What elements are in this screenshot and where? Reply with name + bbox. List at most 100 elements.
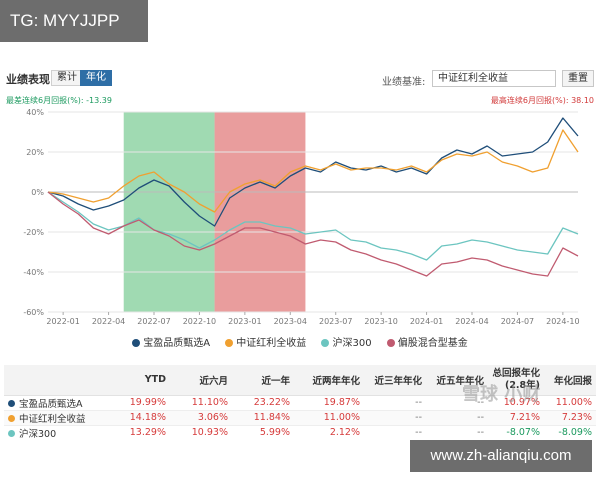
benchmark-label: 业绩基准:: [382, 77, 426, 88]
benchmark-select[interactable]: 中证红利全收益: [432, 70, 556, 87]
table-header-row: YTD 近六月 近一年 近两年年化 近三年年化 近五年年化 总回报年化 (2.8…: [4, 365, 596, 396]
cell-text: 宝盈品质甄选A: [19, 398, 83, 410]
site-watermark-badge: www.zh-alianqiu.com: [410, 440, 592, 472]
value-cell: 19.99%: [108, 395, 170, 411]
legend-item-hs300[interactable]: 沪深300: [321, 334, 372, 349]
performance-panel: 业绩表现 累计 年化 业绩基准: 中证红利全收益 重置 最差连续6月回报(%):…: [0, 62, 600, 471]
tab-annualized[interactable]: 年化: [80, 70, 112, 86]
cell-text: 2.12%: [329, 427, 360, 438]
x-tick-label: 2022-01: [46, 317, 79, 326]
value-cell: 10.97%: [488, 395, 544, 411]
series-color-dot: [8, 429, 15, 437]
row-label-cell: 中证红利全收益: [4, 410, 108, 426]
series-color-dot: [8, 414, 15, 422]
tab-cumulative[interactable]: 累计: [51, 70, 83, 86]
cell-text: 19.99%: [129, 397, 166, 408]
x-tick-label: 2023-07: [319, 317, 352, 326]
table-row[interactable]: 沪深300 13.29% 10.93% 5.99% 2.12% -- -- -8.07% -8.…: [4, 425, 596, 441]
cell-text: 11.00%: [555, 397, 592, 408]
cell-text: --: [415, 397, 422, 408]
legend-label: 偏股混合型基金: [397, 338, 468, 349]
cell-text: 3.06%: [197, 412, 228, 423]
cell-text: -8.07%: [506, 427, 540, 438]
column-header: 近三年年化: [364, 365, 426, 396]
cell-text: 19.87%: [323, 397, 360, 408]
series-line-fund: [47, 117, 579, 227]
x-tick-label: 2024-10: [546, 317, 579, 326]
cell-text: 23.22%: [253, 397, 290, 408]
value-cell: 11.84%: [232, 410, 294, 426]
legend-item-benchmark[interactable]: 中证红利全收益: [225, 334, 306, 349]
value-cell: -8.09%: [544, 425, 596, 441]
row-label-cell: 沪深300: [4, 425, 108, 441]
value-cell: 2.12%: [294, 425, 364, 441]
legend-label: 中证红利全收益: [236, 338, 307, 349]
value-cell: 11.10%: [170, 395, 232, 411]
cell-text: --: [415, 412, 422, 423]
performance-chart[interactable]: 40% 20% 0% -20% -40% -60%2022-01 2022-04 2022-0…: [0, 106, 600, 326]
shaded-range-red: [214, 112, 306, 312]
cell-text: 中证红利全收益: [19, 413, 86, 425]
column-header: 近一年: [232, 365, 294, 396]
cell-text: --: [415, 427, 422, 438]
y-tick-label: 20%: [26, 148, 44, 157]
value-cell: 23.22%: [232, 395, 294, 411]
cell-text: 沪深300: [19, 428, 57, 440]
x-tick-label: 2023-10: [364, 317, 397, 326]
cell-text: 10.93%: [191, 427, 228, 438]
y-tick-label: -40%: [23, 268, 44, 277]
value-cell: --: [364, 425, 426, 441]
x-tick-label: 2023-04: [274, 317, 307, 326]
value-cell: 11.00%: [294, 410, 364, 426]
series-line-peer: [47, 191, 579, 277]
y-tick-label: -20%: [23, 228, 44, 237]
x-tick-label: 2024-01: [410, 317, 443, 326]
value-cell: 14.18%: [108, 410, 170, 426]
value-cell: --: [364, 410, 426, 426]
x-tick-label: 2024-07: [501, 317, 534, 326]
xueqiu-watermark: 雪球 小财: [462, 384, 541, 405]
performance-toolbar: 业绩表现 累计 年化 业绩基准: 中证红利全收益 重置: [0, 62, 600, 92]
series-line-benchmark: [47, 129, 579, 213]
column-header: 年化回报: [544, 365, 596, 396]
legend-dot-benchmark: [225, 339, 234, 347]
table-row[interactable]: 宝盈品质甄选A 19.99% 11.10% 23.22% 19.87% -- -- 10.97…: [4, 395, 596, 411]
value-cell: -8.07%: [488, 425, 544, 441]
table-row[interactable]: 中证红利全收益 14.18% 3.06% 11.84% 11.00% -- -- 7.21% 7…: [4, 410, 596, 426]
legend-item-fund[interactable]: 宝盈品质甄选A: [132, 334, 210, 349]
series-line-hs300: [47, 191, 579, 261]
legend-label: 沪深300: [332, 338, 372, 349]
cell-text: --: [477, 412, 484, 423]
cell-text: 11.10%: [191, 397, 228, 408]
best-6m-streak-label: 最高连续6月回报(%): 38.10: [490, 96, 594, 105]
cell-text: 13.29%: [129, 427, 166, 438]
row-label-cell: 宝盈品质甄选A: [4, 395, 108, 411]
legend-dot-hs300: [321, 339, 330, 347]
y-tick-label: -60%: [23, 308, 44, 317]
value-cell: 5.99%: [232, 425, 294, 441]
cell-text: 10.97%: [503, 397, 540, 408]
value-cell: 19.87%: [294, 395, 364, 411]
chart-legend: 宝盈品质甄选A 中证红利全收益 沪深300 偏股混合型基金: [0, 334, 600, 349]
value-cell: 3.06%: [170, 410, 232, 426]
worst-6m-streak-label: 最差连续6月回报(%): -13.39: [6, 96, 112, 105]
value-cell: 13.29%: [108, 425, 170, 441]
value-cell: 10.93%: [170, 425, 232, 441]
reset-button[interactable]: 重置: [562, 70, 594, 87]
x-tick-label: 2022-10: [183, 317, 216, 326]
value-cell: --: [426, 395, 488, 411]
y-tick-label: 0%: [31, 188, 44, 197]
column-header: 近五年年化: [426, 365, 488, 396]
legend-dot-peer: [386, 339, 395, 347]
value-cell: --: [426, 410, 488, 426]
x-tick-label: 2023-01: [228, 317, 261, 326]
value-cell: 7.23%: [544, 410, 596, 426]
cell-text: --: [477, 427, 484, 438]
x-tick-label: 2022-07: [137, 317, 170, 326]
cell-text: --: [477, 397, 484, 408]
cell-text: -8.09%: [558, 427, 592, 438]
telegram-watermark-badge: TG: MYYJJPP: [0, 0, 148, 42]
legend-item-peer[interactable]: 偏股混合型基金: [386, 334, 468, 349]
value-cell: --: [426, 425, 488, 441]
y-tick-label: 40%: [26, 108, 44, 117]
